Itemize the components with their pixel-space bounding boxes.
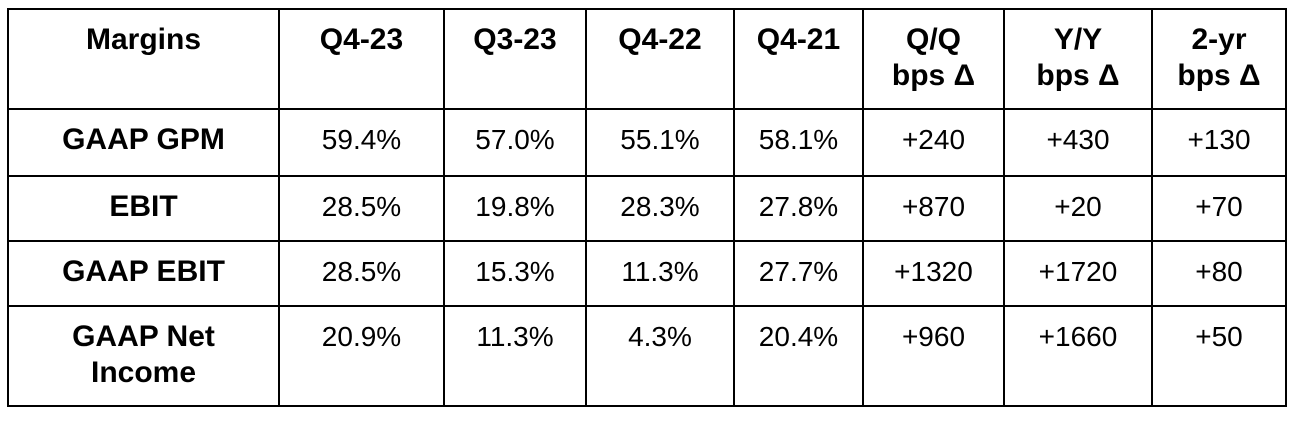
header-row: Margins Q4-23 Q3-23 Q4-22 Q4-21 Q/Q bps … (7, 8, 1287, 110)
row-label: GAAP EBIT (7, 240, 280, 307)
data-cell: 27.7% (733, 240, 864, 307)
header-cell-q4-22: Q4-22 (585, 8, 735, 110)
data-cell: 28.5% (278, 175, 445, 242)
header-cell-qq-bps: Q/Q bps Δ (862, 8, 1005, 110)
data-cell: 11.3% (585, 240, 735, 307)
data-cell: +240 (862, 108, 1005, 177)
data-cell: +960 (862, 305, 1005, 407)
header-cell-q4-23: Q4-23 (278, 8, 445, 110)
row-label: GAAP Net Income (7, 305, 280, 407)
row-label: EBIT (7, 175, 280, 242)
header-cell-margins: Margins (7, 8, 280, 110)
data-cell: +130 (1151, 108, 1287, 177)
margins-table-container: Margins Q4-23 Q3-23 Q4-22 Q4-21 Q/Q bps … (7, 8, 1287, 407)
data-cell: 59.4% (278, 108, 445, 177)
data-cell: 20.4% (733, 305, 864, 407)
table-row-gaap-ebit: GAAP EBIT 28.5% 15.3% 11.3% 27.7% +1320 … (7, 240, 1287, 307)
data-cell: 4.3% (585, 305, 735, 407)
data-cell: +1660 (1003, 305, 1153, 407)
header-cell-q4-21: Q4-21 (733, 8, 864, 110)
header-cell-2yr-bps: 2-yr bps Δ (1151, 8, 1287, 110)
data-cell: 57.0% (443, 108, 587, 177)
data-cell: 15.3% (443, 240, 587, 307)
table-row-gaap-gpm: GAAP GPM 59.4% 57.0% 55.1% 58.1% +240 +4… (7, 108, 1287, 177)
data-cell: +1720 (1003, 240, 1153, 307)
data-cell: +870 (862, 175, 1005, 242)
data-cell: +80 (1151, 240, 1287, 307)
data-cell: +50 (1151, 305, 1287, 407)
data-cell: 28.3% (585, 175, 735, 242)
data-cell: +430 (1003, 108, 1153, 177)
data-cell: 55.1% (585, 108, 735, 177)
data-cell: 11.3% (443, 305, 587, 407)
data-cell: +1320 (862, 240, 1005, 307)
row-label: GAAP GPM (7, 108, 280, 177)
header-cell-yy-bps: Y/Y bps Δ (1003, 8, 1153, 110)
table-row-gaap-net-income: GAAP Net Income 20.9% 11.3% 4.3% 20.4% +… (7, 305, 1287, 407)
data-cell: +70 (1151, 175, 1287, 242)
table-row-ebit: EBIT 28.5% 19.8% 28.3% 27.8% +870 +20 +7… (7, 175, 1287, 242)
data-cell: 19.8% (443, 175, 587, 242)
margins-table: Margins Q4-23 Q3-23 Q4-22 Q4-21 Q/Q bps … (7, 8, 1287, 407)
header-cell-q3-23: Q3-23 (443, 8, 587, 110)
data-cell: 27.8% (733, 175, 864, 242)
data-cell: +20 (1003, 175, 1153, 242)
data-cell: 20.9% (278, 305, 445, 407)
data-cell: 58.1% (733, 108, 864, 177)
data-cell: 28.5% (278, 240, 445, 307)
